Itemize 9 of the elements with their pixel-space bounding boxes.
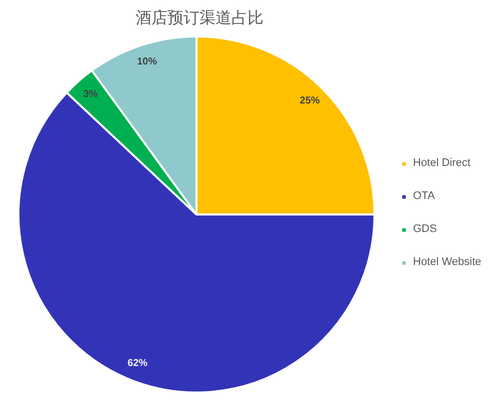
legend-label: OTA — [413, 189, 435, 204]
data-label: 25% — [300, 96, 320, 107]
legend-label: Hotel Website — [413, 255, 482, 270]
legend-label: Hotel Direct — [413, 156, 470, 171]
data-label: 10% — [136, 56, 158, 68]
data-label: 3% — [83, 88, 98, 100]
chart-title: 酒店预订渠道占比 — [136, 8, 264, 27]
data-label: 62% — [128, 358, 148, 369]
legend-label: GDS — [413, 222, 437, 237]
